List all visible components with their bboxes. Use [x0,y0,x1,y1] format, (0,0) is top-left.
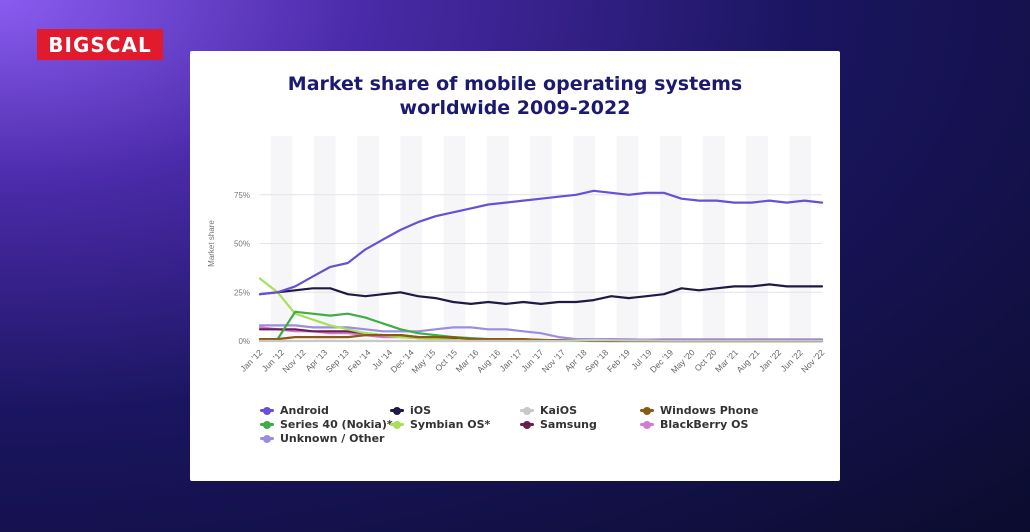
grid-band [357,136,379,341]
legend-swatch [640,406,654,415]
grid-band [443,136,466,341]
legend-swatch [520,420,534,429]
grid-band [400,136,423,341]
x-tick-label: Jan '12 [238,347,264,373]
grid-band [573,136,596,341]
bigscal-logo: BIGSCAL [37,29,163,60]
chart-title-line2: worldwide 2009-2022 [399,97,631,119]
y-axis-label: Market share [207,220,216,267]
legend-label: KaiOS [540,404,577,417]
y-tick-label: 25% [234,288,250,297]
x-tick-label: Feb '19 [605,347,632,374]
y-tick-label: 0% [238,337,250,346]
series-line-ios [258,283,824,305]
x-tick-label: Sep '13 [324,347,351,374]
x-tick-label: May '15 [409,347,437,375]
legend-item[interactable]: Symbian OS* [390,418,490,431]
series-line-android [258,189,824,296]
legend-swatch [640,420,654,429]
chart-title-line1: Market share of mobile operating systems [287,73,743,95]
x-tick-label: Nov '22 [799,347,826,374]
legend-item[interactable]: Series 40 (Nokia)* [260,418,393,431]
legend-item[interactable]: Unknown / Other [260,432,384,445]
legend-item[interactable]: KaiOS [520,404,577,417]
legend-swatch [390,406,404,415]
x-tick-label: Feb '14 [346,347,373,374]
x-tick-label: Aug '21 [734,347,761,374]
legend-item[interactable]: Windows Phone [640,404,758,417]
grid-band [530,136,552,341]
legend-label: Unknown / Other [280,432,385,445]
legend-swatch [260,406,274,415]
legend-item[interactable]: BlackBerry OS [640,418,748,431]
x-tick-label: Sep '18 [583,347,610,374]
grid-band [314,136,336,341]
legend-label: Samsung [540,418,597,431]
x-tick-label: Jan '17 [498,347,524,373]
x-tick-label: Nov '12 [280,347,307,374]
legend-swatch [260,434,274,443]
grid-band [486,136,509,341]
legend-item[interactable]: Samsung [520,418,597,431]
legend-label: Symbian OS* [410,418,491,431]
x-tick-label: May '20 [669,347,697,375]
y-tick-label: 75% [234,191,250,200]
legend-label: BlackBerry OS [660,418,749,431]
legend-label: Windows Phone [660,404,759,417]
series-line-kaios [258,338,824,343]
legend-item[interactable]: iOS [390,404,431,417]
chart-card: Market share of mobile operating systems… [190,51,840,481]
legend-swatch [260,420,274,429]
legend-label: Android [280,404,329,417]
legend-item[interactable]: Android [260,404,329,417]
x-tick-label: Jan '22 [757,347,783,373]
grid-band [746,136,768,341]
grid-band [270,136,293,341]
grid-band [703,136,725,341]
legend-swatch [520,406,534,415]
legend-label: Series 40 (Nokia)* [280,418,393,431]
grid-band [659,136,682,341]
chart-title: Market share of mobile operating systems… [190,72,840,120]
y-tick-label: 50% [234,240,250,249]
x-tick-label: Aug '16 [475,347,502,374]
legend-swatch [390,420,404,429]
grid-band [789,136,812,341]
x-tick-label: Nov '17 [540,347,567,374]
legend-label: iOS [410,404,432,417]
grid-band [616,136,639,341]
